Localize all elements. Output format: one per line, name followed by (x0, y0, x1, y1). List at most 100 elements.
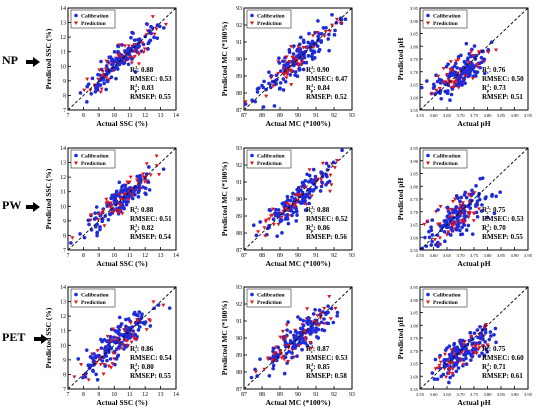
calibration-point (286, 320, 290, 324)
prediction-point (425, 219, 430, 224)
calibration-point (113, 198, 118, 203)
calibration-point (473, 70, 478, 74)
prediction-point (97, 212, 102, 217)
calibration-point (454, 83, 459, 88)
y-tick-label: 3.95 (410, 285, 419, 290)
prediction-point (118, 55, 123, 59)
calibration-point (476, 335, 480, 340)
calibration-point (123, 49, 127, 53)
y-tick-label: 14 (60, 6, 66, 12)
calibration-point (485, 215, 490, 220)
calibration-point (152, 35, 156, 40)
calibration-point (442, 230, 447, 234)
calibration-point (147, 165, 151, 169)
calibration-point (122, 183, 126, 188)
calibration-point (94, 372, 98, 377)
calibration-point (126, 317, 131, 321)
legend-prediction-label: Prediction (257, 161, 283, 167)
prediction-point (449, 348, 454, 352)
stat-rp2: R2 p: 0.71 (482, 362, 506, 372)
calibration-point (306, 40, 310, 45)
prediction-point (448, 67, 453, 72)
x-tick-label: 87 (241, 253, 247, 259)
legend-calibration-marker (250, 153, 254, 158)
y-tick-label: 14 (60, 285, 66, 291)
stat-rmsep: RMSEP: 0.51 (482, 93, 523, 101)
calibration-point (285, 61, 290, 65)
calibration-point (274, 73, 279, 78)
y-tick-label: 87 (236, 108, 242, 114)
x-tick-label: 3.95 (524, 113, 533, 118)
x-tick-label: 14 (173, 113, 179, 119)
calibration-point (112, 50, 117, 54)
calibration-point (95, 377, 100, 382)
y-tick-label: 3.85 (410, 172, 419, 177)
calibration-point (327, 164, 331, 169)
prediction-point (136, 182, 141, 186)
x-tick-label: 14 (173, 392, 179, 398)
y-tick-label: 14 (60, 146, 66, 152)
prediction-point (494, 48, 499, 53)
prediction-point (267, 217, 272, 221)
calibration-point (455, 66, 459, 70)
calibration-point (116, 49, 120, 54)
calibration-point (261, 105, 266, 109)
calibration-point (301, 336, 305, 341)
calibration-point (429, 225, 433, 229)
calibration-point (95, 222, 99, 227)
calibration-point (114, 59, 119, 64)
prediction-point (271, 222, 276, 227)
calibration-point (290, 195, 294, 199)
prediction-point (470, 76, 475, 81)
y-tick-label: 3.75 (410, 57, 419, 62)
prediction-point (97, 68, 102, 72)
calibration-point (448, 72, 453, 77)
calibration-point (454, 362, 459, 367)
prediction-point (482, 60, 487, 64)
prediction-point (110, 362, 115, 366)
y-tick-label: 93 (236, 285, 242, 291)
legend-prediction-marker (250, 300, 254, 304)
calibration-point (302, 183, 306, 188)
legend-prediction-marker (426, 161, 430, 165)
x-tick-label: 90 (295, 113, 301, 119)
calibration-point (448, 98, 452, 102)
prediction-point (450, 69, 455, 73)
calibration-point (118, 324, 123, 329)
calibration-point (90, 76, 95, 81)
calibration-point (131, 329, 136, 333)
calibration-point (244, 102, 248, 106)
prediction-point (429, 92, 434, 96)
prediction-point (327, 189, 332, 194)
calibration-point (492, 211, 497, 216)
y-tick-label: 88 (236, 91, 242, 97)
prediction-point (296, 194, 301, 198)
stat-rmsep: RMSEP: 0.56 (306, 233, 347, 241)
calibration-point (288, 73, 293, 77)
stat-rmsec: RMSEC: 0.50 (482, 75, 524, 83)
prediction-point (448, 362, 453, 367)
calibration-point (161, 167, 166, 171)
legend-box (246, 9, 292, 29)
prediction-point (96, 77, 101, 82)
calibration-point (104, 87, 108, 92)
x-tick-label: 93 (349, 253, 355, 259)
legend-box (70, 9, 116, 29)
prediction-point (120, 211, 125, 216)
calibration-point (291, 191, 295, 196)
y-axis-title: Predicted pH (396, 317, 405, 360)
prediction-point (309, 194, 314, 198)
calibration-point (110, 207, 115, 212)
calibration-point (274, 77, 279, 82)
prediction-point (472, 351, 477, 355)
x-tick-label: 91 (313, 113, 319, 119)
row-label-pw: PW (2, 198, 22, 212)
prediction-point (327, 295, 332, 299)
calibration-point (287, 349, 291, 354)
x-tick-label: 3.95 (524, 392, 533, 397)
